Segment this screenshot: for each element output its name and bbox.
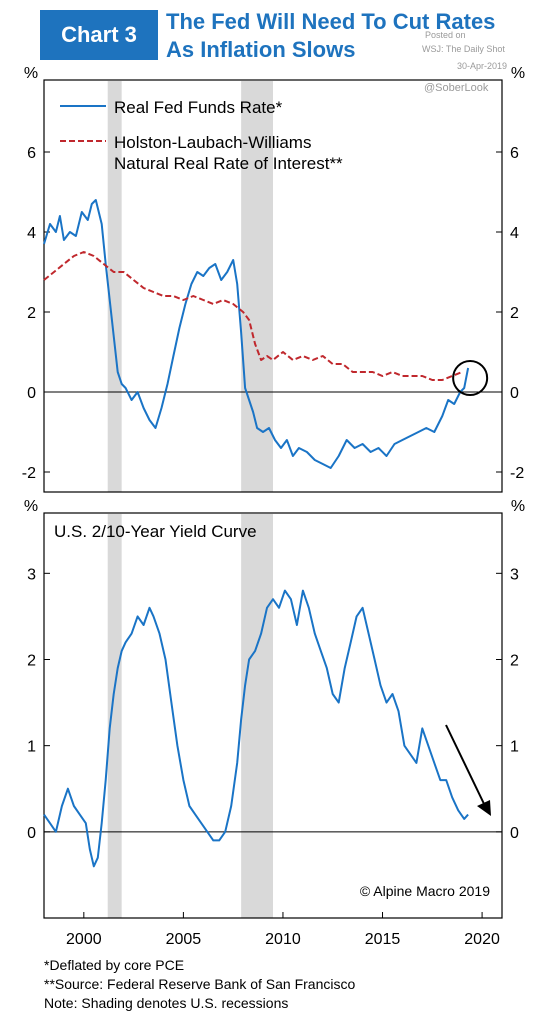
recession-band-1 — [241, 81, 273, 492]
y-tick-label-left: 3 — [27, 566, 36, 583]
x-tick-label: 2015 — [365, 931, 401, 948]
series-line-0 — [43, 199, 470, 469]
y-tick-label-right: 6 — [510, 145, 519, 162]
footnote-deflated: *Deflated by core PCE — [44, 957, 185, 973]
y-unit-left: % — [24, 65, 38, 82]
y-tick-label-left: 4 — [27, 225, 36, 242]
x-tick-label: 2000 — [66, 931, 102, 948]
headline-line-1: The Fed Will Need To Cut Rates — [166, 9, 496, 34]
trend-arrow-shaft — [445, 724, 487, 809]
chart-number-badge: Chart 3 — [40, 10, 158, 60]
footnotes: *Deflated by core PCE **Source: Federal … — [44, 956, 355, 1013]
legend-label-natural-rate: Holston-Laubach-Williams Natural Real Rat… — [114, 133, 343, 173]
chart-headline: The Fed Will Need To Cut Rates As Inflat… — [166, 8, 495, 64]
recession-band-0 — [107, 81, 122, 492]
recession-band-0 — [107, 514, 122, 918]
y-tick-label-right: 1 — [510, 739, 519, 756]
highlight-circle — [452, 360, 489, 396]
y-tick-label-right: 0 — [510, 385, 519, 402]
footnote-source: **Source: Federal Reserve Bank of San Fr… — [44, 976, 356, 992]
y-tick-label-right: 4 — [510, 225, 519, 242]
legend-label-natural-rate-line1: Holston-Laubach-Williams — [114, 133, 311, 152]
y-tick-label-right: 3 — [510, 566, 519, 583]
y-tick-label-left: 6 — [27, 145, 36, 162]
y-tick-label-left: 2 — [27, 305, 36, 322]
y-tick-label-right: -2 — [510, 465, 524, 482]
y-tick-label-left: -2 — [22, 465, 36, 482]
headline-line-2: As Inflation Slows — [166, 37, 356, 62]
panel-real-rates: % % -2 -2 0 0 2 2 4 4 6 6 Real Fed Funds Rate* Holsto… — [22, 65, 525, 493]
y-tick-label-right: 2 — [510, 305, 519, 322]
y-tick-label-left: 2 — [27, 652, 36, 669]
y-tick-label-left: 1 — [27, 739, 36, 756]
footnote-shading: Note: Shading denotes U.S. recessions — [44, 995, 289, 1011]
copyright-annotation: © Alpine Macro 2019 — [360, 883, 490, 899]
series-line-0 — [43, 589, 469, 868]
posted-on-label: Posted on — [425, 30, 466, 40]
twitter-handle: @SoberLook — [424, 82, 489, 94]
y-tick-label-left: 0 — [27, 385, 36, 402]
source-tag: WSJ: The Daily Shot — [422, 44, 505, 54]
plot-frame — [43, 79, 503, 493]
x-tick-label: 2010 — [265, 931, 301, 948]
panel-title-yield-curve: U.S. 2/10-Year Yield Curve — [54, 522, 257, 541]
legend-label-real-rate: Real Fed Funds Rate* — [114, 98, 283, 117]
series-line-1 — [43, 251, 463, 381]
y-tick-label-left: 0 — [27, 825, 36, 842]
panel-yield-curve: % % 0 0 1 1 2 2 3 3 2000 2005 2010 2015 2020 U.S. 2/10-… — [24, 498, 525, 948]
y-tick-label-right: 2 — [510, 652, 519, 669]
y-tick-label-right: 0 — [510, 825, 519, 842]
y-unit-left: % — [24, 498, 38, 515]
y-unit-right: % — [511, 498, 525, 515]
legend-label-natural-rate-line2: Natural Real Rate of Interest** — [114, 154, 343, 173]
recession-band-1 — [241, 514, 273, 918]
posted-date: 30-Apr-2019 — [457, 61, 508, 71]
trend-arrow-head — [477, 800, 491, 816]
badge-label: Chart 3 — [61, 22, 137, 47]
x-tick-label: 2005 — [166, 931, 202, 948]
plot-frame — [43, 512, 503, 919]
y-unit-right: % — [511, 65, 525, 82]
x-tick-label: 2020 — [464, 931, 500, 948]
